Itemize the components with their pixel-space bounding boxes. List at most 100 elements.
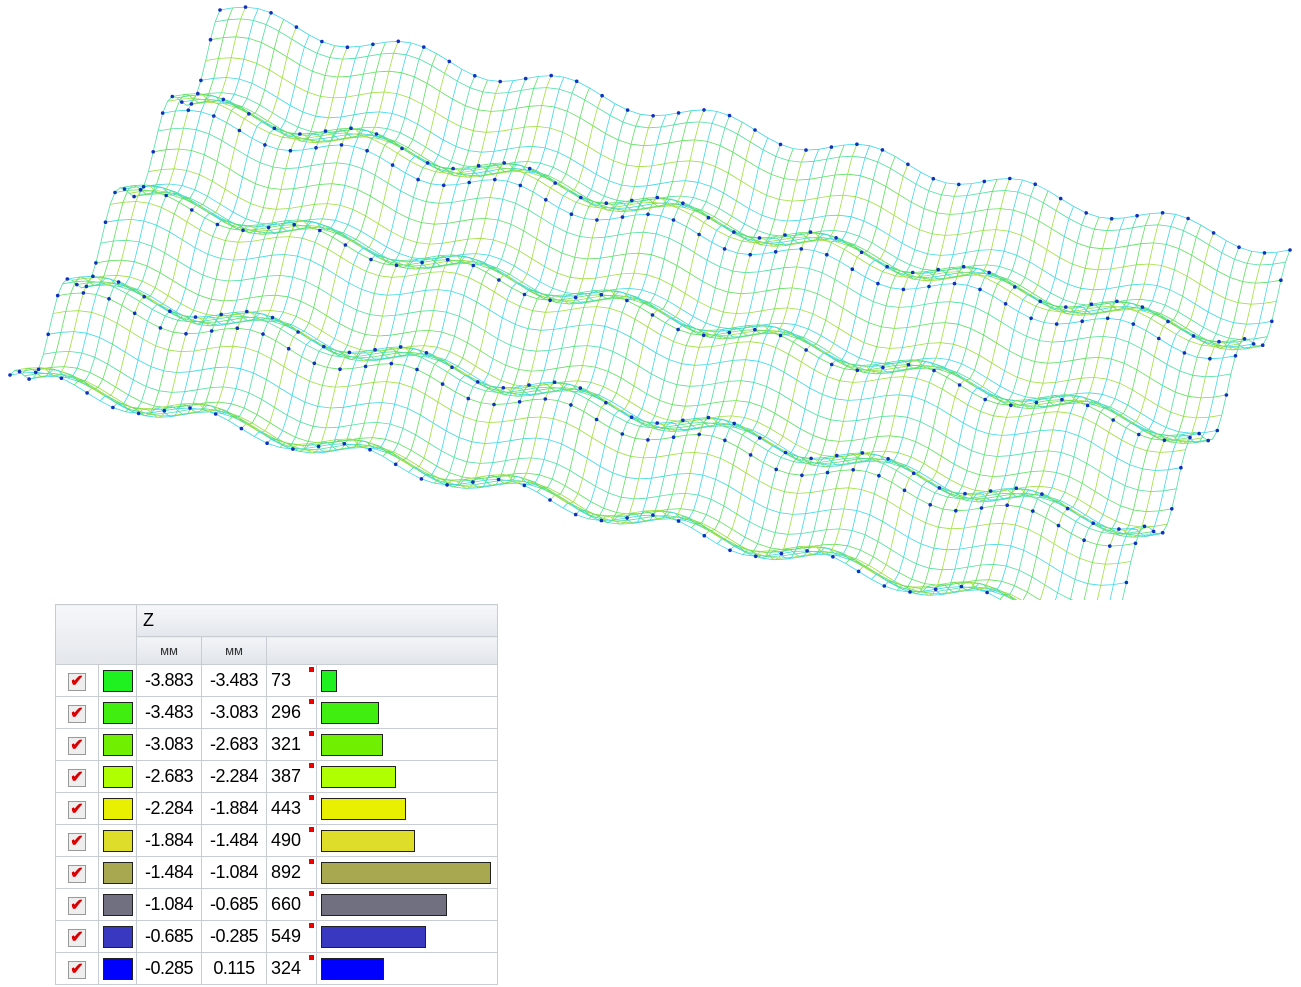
mesh-node [349,126,353,130]
mesh-node [980,506,984,510]
mesh-node [18,370,22,374]
mesh-node [164,194,168,198]
swatch [103,926,133,948]
mesh-node [448,60,452,64]
mesh-node [450,366,454,370]
mesh-node [1084,211,1088,215]
swatch [103,862,133,884]
bar-cell [317,953,498,985]
mesh-node [881,148,885,152]
mesh-node [672,435,676,439]
mesh-node [834,236,838,240]
mesh-node [151,150,155,154]
checkbox[interactable]: ✔ [68,865,86,883]
mesh-node [906,163,910,167]
mesh-node [184,332,188,336]
mesh-node [548,498,552,502]
checkbox[interactable]: ✔ [68,897,86,915]
mesh-line [24,373,1103,600]
mesh-node [912,472,916,476]
mesh-node [600,293,604,297]
checkbox[interactable]: ✔ [68,705,86,723]
mesh-node [56,294,60,298]
checkbox-cell: ✔ [56,665,99,697]
mesh-node [1192,334,1196,338]
bar [321,798,406,820]
mesh-node [928,503,932,507]
checkbox[interactable]: ✔ [68,769,86,787]
swatch [103,798,133,820]
checkbox[interactable]: ✔ [68,961,86,979]
swatch-cell [99,953,137,985]
mesh-node [621,432,625,436]
mesh-node [907,363,911,367]
mesh-node [1263,251,1267,255]
mesh-node [1252,342,1256,346]
mesh-node [1132,322,1136,326]
swatch-cell [99,825,137,857]
mesh-node [1206,439,1210,443]
swatch-cell [99,921,137,953]
mesh-line [846,191,1048,567]
mesh-node [877,474,881,478]
mesh-node [397,40,401,44]
mesh-node [441,382,445,386]
mesh-node [194,315,198,319]
checkbox[interactable]: ✔ [68,737,86,755]
mesh-node [240,427,244,431]
mesh-node [27,377,31,381]
checkbox[interactable]: ✔ [68,673,86,691]
mesh-node [1166,320,1170,324]
mesh-node [477,164,481,168]
mesh-node [962,265,966,269]
mesh-node [199,79,203,83]
marker [309,891,314,896]
mesh-node [697,433,701,437]
mesh-node [753,328,757,332]
from: -3.083 [137,729,202,761]
mesh-node [113,191,117,195]
to: -0.285 [202,921,267,953]
checkbox[interactable]: ✔ [68,929,86,947]
mesh-node [774,250,778,254]
mesh-node [978,288,982,292]
mesh-node [1186,217,1190,221]
swatch [103,702,133,724]
mesh-node [1059,197,1063,201]
mesh-node [1040,492,1044,496]
mesh-node [575,80,579,84]
marker [309,955,314,960]
mesh-node [324,129,328,133]
legend-row: ✔-3.883-3.48373 [56,665,498,697]
mesh-node [212,114,216,118]
swatch-cell [99,761,137,793]
marker [309,731,314,736]
mesh-node [171,95,175,99]
mesh-node [574,296,578,300]
mesh-node [493,178,497,182]
to: -1.884 [202,793,267,825]
checkbox[interactable]: ✔ [68,801,86,819]
count: 321 [267,729,317,761]
mesh-node [238,129,242,133]
mesh-node [954,509,958,513]
mesh-node [826,471,830,475]
mesh-node [881,366,885,370]
mesh-node [707,416,711,420]
mesh-node [188,406,192,410]
mesh-node [245,310,249,314]
mesh-node [111,406,115,410]
mesh-node [630,415,634,419]
mesh-line [357,77,564,449]
bar-cell [317,729,498,761]
count-text: 296 [271,702,301,722]
checkbox[interactable]: ✔ [68,833,86,851]
mesh-node [1117,527,1121,531]
to: -1.484 [202,825,267,857]
mesh-node [604,401,608,405]
mesh-node [1208,357,1212,361]
mesh-node [375,132,379,136]
mesh-view [0,0,1301,600]
mesh-node [728,331,732,335]
mesh-node [625,299,629,303]
